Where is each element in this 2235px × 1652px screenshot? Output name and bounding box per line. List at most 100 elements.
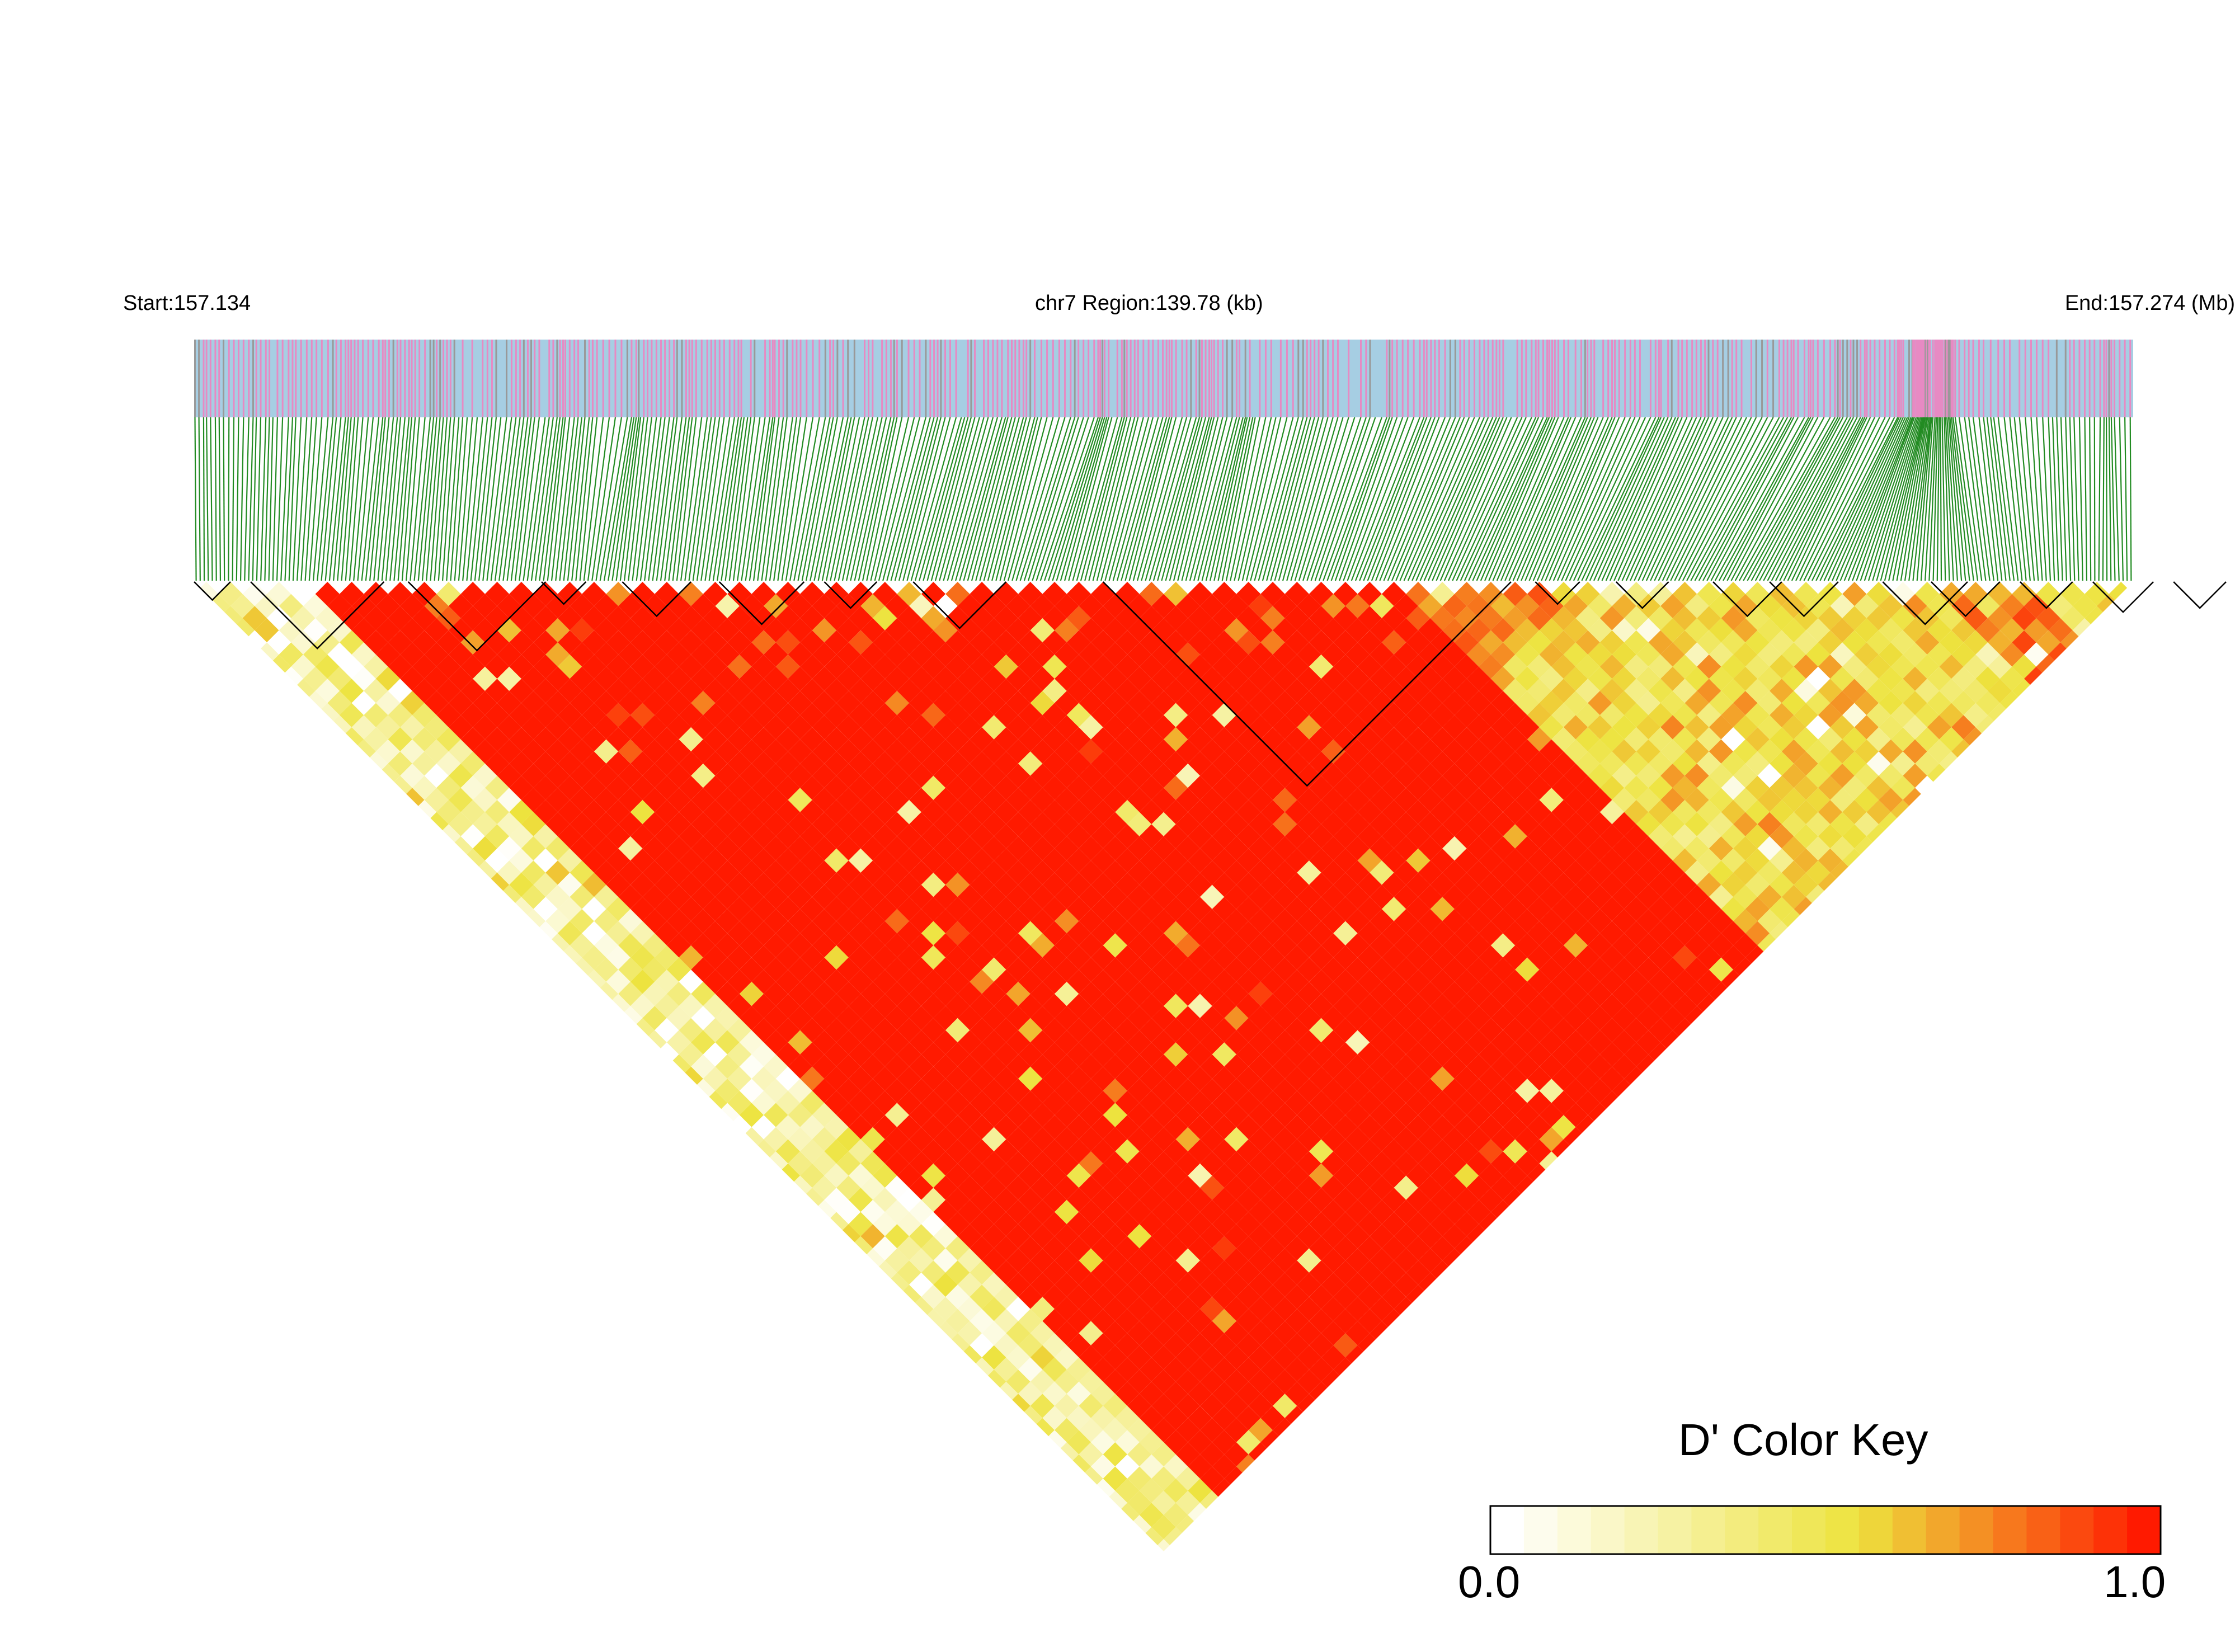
ld-cell bbox=[1018, 1066, 1043, 1091]
ld-cell bbox=[824, 606, 849, 630]
ld-cell bbox=[1284, 1066, 1309, 1091]
ld-cell bbox=[994, 679, 1018, 703]
ld-cell bbox=[1418, 1272, 1443, 1297]
snp-connector bbox=[1807, 417, 1890, 581]
ld-cell bbox=[1030, 642, 1055, 667]
ld-cell bbox=[1745, 630, 1770, 655]
ld-cell bbox=[727, 921, 752, 945]
ld-cell bbox=[1188, 848, 1212, 873]
ld-cell bbox=[630, 994, 655, 1018]
ld-cell bbox=[1151, 1490, 1176, 1515]
ld-cell bbox=[1781, 739, 1806, 764]
ld-cell bbox=[1188, 1430, 1212, 1455]
ld-cell bbox=[1454, 1188, 1479, 1212]
snp-connector bbox=[874, 417, 915, 581]
ld-cell bbox=[1273, 691, 1297, 716]
ld-cell bbox=[1188, 1260, 1212, 1285]
ld-cell bbox=[1079, 1151, 1103, 1176]
ld-cell bbox=[1490, 642, 1516, 667]
ld-cell bbox=[1236, 582, 1261, 606]
ld-cell bbox=[982, 691, 1006, 716]
ld-cell bbox=[1164, 824, 1188, 849]
ld-cell bbox=[1394, 884, 1418, 909]
ld-cell bbox=[1575, 969, 1600, 994]
ld-cell bbox=[824, 969, 849, 994]
ld-cell bbox=[1103, 691, 1127, 716]
ld-cell bbox=[1745, 655, 1770, 679]
ld-cell bbox=[1430, 606, 1455, 630]
ld-cell bbox=[788, 933, 812, 958]
ld-cell bbox=[933, 691, 958, 716]
color-key bbox=[1489, 1505, 2162, 1555]
ld-cell bbox=[545, 594, 570, 618]
ld-cell bbox=[812, 666, 837, 691]
ld-cell bbox=[775, 1115, 801, 1140]
ld-cell bbox=[1224, 1103, 1249, 1127]
snp-connector bbox=[652, 417, 675, 581]
snp-connector bbox=[1658, 417, 1737, 581]
ld-cell bbox=[351, 691, 376, 716]
ld-cell bbox=[727, 606, 752, 630]
snp-connector bbox=[426, 417, 441, 581]
snp-connector bbox=[1609, 417, 1683, 581]
ld-cell bbox=[884, 739, 910, 764]
ld-cell bbox=[848, 1018, 873, 1043]
ld-cell bbox=[557, 703, 582, 727]
ld-cell bbox=[921, 1284, 946, 1309]
ld-cell bbox=[1527, 921, 1552, 945]
ld-cell bbox=[1636, 763, 1661, 788]
ld-cell bbox=[1309, 1309, 1334, 1334]
snp-connector bbox=[1064, 417, 1109, 581]
ld-cell bbox=[1224, 691, 1249, 716]
ld-cell bbox=[1224, 788, 1249, 812]
ld-cell bbox=[1139, 1090, 1164, 1116]
ld-cell bbox=[691, 594, 716, 618]
ld-cell bbox=[1079, 666, 1103, 691]
ld-cell bbox=[897, 921, 921, 945]
ld-cell bbox=[1079, 860, 1103, 885]
ld-cell bbox=[1151, 860, 1176, 885]
ld-cell bbox=[1188, 582, 1212, 606]
ld-cell bbox=[1273, 763, 1297, 788]
ld-cell bbox=[1164, 872, 1188, 897]
ld-cell bbox=[1563, 909, 1588, 934]
ld-cell bbox=[497, 739, 521, 764]
ld-cell bbox=[1042, 1236, 1067, 1261]
ld-cell bbox=[945, 1090, 970, 1116]
snp-connector bbox=[676, 417, 697, 581]
snp-connector bbox=[1823, 417, 1902, 581]
ld-cell bbox=[1660, 763, 1685, 788]
snp-connector bbox=[1552, 417, 1626, 581]
ld-cell bbox=[884, 1175, 910, 1200]
ld-cell bbox=[957, 642, 982, 667]
ld-cell bbox=[727, 727, 752, 752]
ld-cell bbox=[1430, 1163, 1455, 1188]
ld-cell bbox=[655, 679, 679, 703]
ld-cell bbox=[873, 897, 897, 921]
ld-cell bbox=[1879, 763, 1903, 788]
ld-cell bbox=[1563, 1030, 1588, 1055]
ld-cell bbox=[824, 848, 849, 873]
ld-cell bbox=[1079, 1127, 1103, 1152]
ld-cell bbox=[1479, 727, 1503, 752]
ld-cell bbox=[1685, 739, 1709, 764]
ld-cell bbox=[1357, 751, 1382, 776]
ld-cell bbox=[800, 727, 825, 752]
ld-cell bbox=[570, 957, 594, 982]
ld-cell bbox=[909, 1248, 934, 1273]
ld-cell bbox=[1454, 655, 1479, 679]
ld-cell bbox=[1503, 679, 1527, 703]
ld-cell bbox=[1188, 872, 1212, 897]
ld-cell bbox=[994, 1284, 1018, 1309]
snp-connector bbox=[1403, 417, 1475, 581]
ld-cell bbox=[1466, 1127, 1491, 1152]
ld-cell bbox=[1091, 848, 1116, 873]
ld-cell bbox=[1115, 1430, 1140, 1455]
snp-connector bbox=[264, 417, 270, 581]
ld-cell bbox=[1370, 981, 1394, 1006]
ld-cell bbox=[1115, 630, 1140, 655]
ld-cell bbox=[1200, 1418, 1225, 1442]
ld-cell bbox=[1370, 642, 1394, 667]
ld-cell bbox=[1321, 812, 1345, 836]
ld-cell bbox=[703, 824, 728, 849]
